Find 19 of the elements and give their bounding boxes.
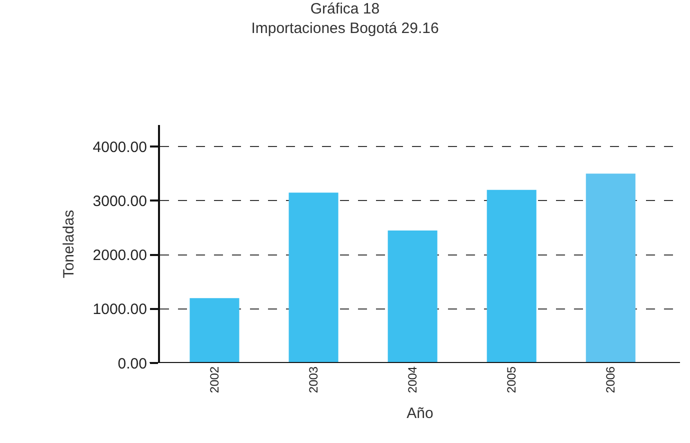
y-tick-label: 0.00: [118, 355, 147, 372]
y-tick-label: 4000.00: [92, 138, 147, 156]
bar: [190, 298, 240, 363]
bar: [288, 192, 338, 363]
x-tick-label: 2005: [504, 366, 519, 394]
bar: [586, 174, 636, 363]
bar: [388, 230, 438, 363]
x-tick-label: 2006: [604, 366, 618, 394]
y-tick-label: 1000.00: [92, 301, 147, 318]
x-tick-label: 2004: [405, 366, 420, 394]
chart-title: Gráfica 18: [310, 0, 380, 18]
y-axis-title: Toneladas: [60, 210, 78, 278]
bar: [486, 190, 536, 363]
y-tick-label: 3000.00: [92, 192, 147, 210]
x-axis-title: Año: [406, 405, 434, 422]
x-tick-label: 2002: [207, 366, 222, 394]
chart-subtitle: Importaciones Bogotá 29.16: [251, 20, 439, 37]
x-tick-label: 2003: [306, 366, 320, 394]
y-tick-label: 2000.00: [92, 247, 147, 264]
